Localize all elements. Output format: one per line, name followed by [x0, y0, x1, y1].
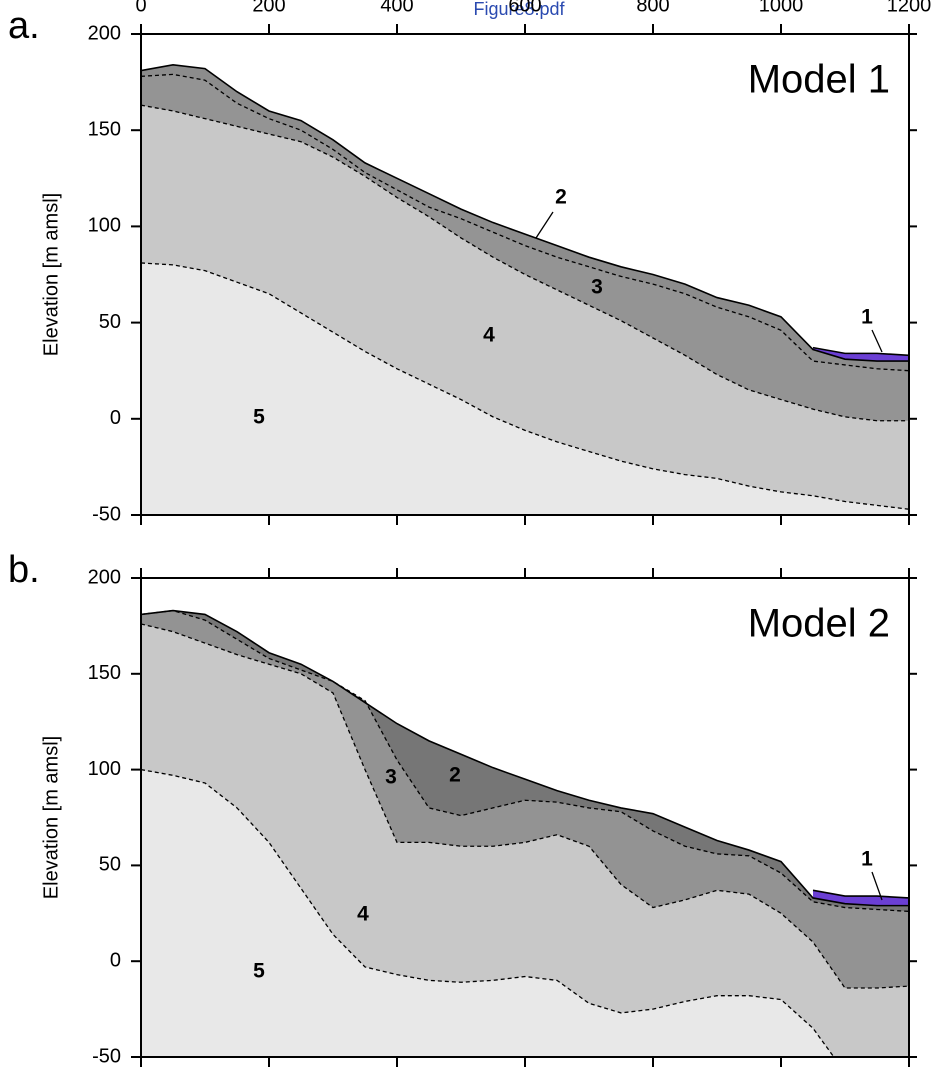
y-tick-label: 50	[99, 854, 121, 876]
panel-label: b.	[8, 549, 40, 591]
x-tick-label: 1200	[887, 0, 932, 16]
layer-label: 1	[861, 848, 873, 871]
panel-title: Model 1	[748, 58, 890, 102]
panel-title: Model 2	[748, 602, 890, 646]
y-tick-label: 150	[88, 118, 121, 140]
y-tick-label: 200	[88, 22, 121, 44]
x-tick-label: 600	[508, 0, 541, 16]
layer-label: 3	[385, 766, 397, 789]
layer-boundary	[812, 889, 909, 899]
layer-label: 3	[591, 276, 603, 299]
layer-boundary	[141, 609, 909, 913]
x-tick-label: 200	[252, 0, 285, 16]
leader-line	[535, 211, 554, 239]
layer-boundary	[141, 623, 909, 989]
layer-fill	[141, 769, 845, 1057]
y-tick-label: 200	[88, 566, 121, 588]
layer-boundary	[141, 262, 909, 510]
file-name: Figure8.pdf	[473, 0, 565, 19]
layer-label: 5	[253, 960, 265, 983]
layer-label: 5	[253, 406, 265, 429]
layer-boundary	[812, 346, 909, 357]
y-tick-label: 100	[88, 758, 121, 780]
leader-line	[871, 871, 883, 901]
y-tick-label: -50	[92, 1045, 121, 1067]
layer-label: 2	[555, 186, 567, 209]
y-axis-label: Elevation [m amsl]	[40, 193, 62, 356]
layer-boundary	[141, 609, 909, 907]
layer-boundary	[141, 73, 909, 372]
y-axis-label: Elevation [m amsl]	[40, 736, 62, 899]
layer-label: 2	[449, 764, 461, 787]
y-tick-label: 0	[110, 949, 121, 971]
x-tick-label: 800	[636, 0, 669, 16]
leader-line	[871, 329, 883, 353]
layer-boundary	[141, 104, 909, 422]
y-tick-label: -50	[92, 503, 121, 525]
layer-label: 4	[357, 903, 369, 926]
y-tick-label: 100	[88, 215, 121, 237]
plot-area	[141, 609, 909, 1057]
y-tick-label: 50	[99, 311, 121, 333]
x-tick-label: 0	[135, 0, 146, 16]
y-tick-label: 0	[110, 407, 121, 429]
x-tick-label: 400	[380, 0, 413, 16]
layer-boundary	[141, 63, 909, 362]
plot-area	[141, 63, 909, 515]
y-tick-label: 150	[88, 662, 121, 684]
panel-label: a.	[8, 5, 40, 47]
layer-fill	[141, 262, 909, 515]
layer-label: 1	[861, 306, 873, 329]
layer-label: 4	[483, 324, 495, 347]
x-tick-label: 1000	[759, 0, 804, 16]
